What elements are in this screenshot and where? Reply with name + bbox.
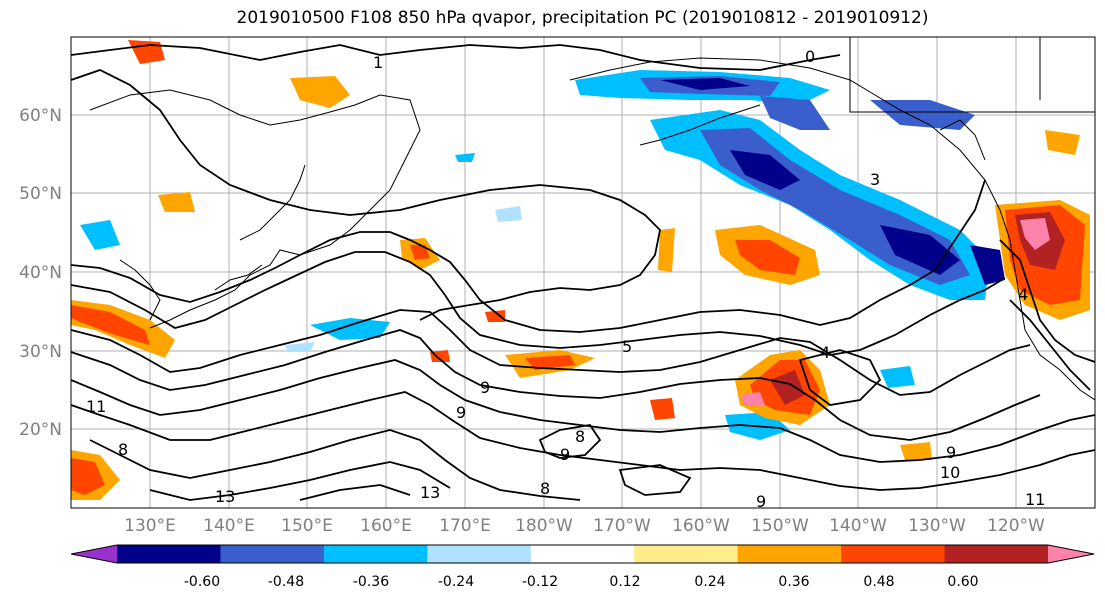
contour-label: 13	[420, 483, 440, 502]
contour-label: 4	[1018, 285, 1028, 304]
contour-label: 9	[946, 443, 956, 462]
contour-label: 0	[805, 47, 815, 66]
colorbar-segment	[323, 545, 428, 563]
map-frame	[70, 36, 1096, 509]
contour-label: 3	[870, 170, 880, 189]
lat-label: 60°N	[19, 106, 62, 126]
lon-label: 170°E	[439, 516, 491, 536]
contour-label: 11	[86, 397, 106, 416]
colorbar-tick-label: 0.12	[609, 574, 640, 590]
contour-label: 1	[373, 53, 383, 72]
lon-label: 120°W	[987, 516, 1045, 536]
lon-label: 160°W	[672, 516, 730, 536]
colorbar-tick-label: 0.48	[863, 574, 894, 590]
colorbar-tick-label: -0.60	[184, 574, 220, 590]
lon-label: 150°W	[751, 516, 809, 536]
colorbar-tick-labels: -0.60 -0.48 -0.36 -0.24 -0.12 0.12 0.24 …	[184, 574, 979, 590]
lat-label: 50°N	[19, 184, 62, 204]
lon-label: 160°E	[360, 516, 412, 536]
contour-label: 8	[118, 440, 128, 459]
colorbar-tick-label: 0.24	[694, 574, 725, 590]
colorbar-tick-label: -0.24	[438, 574, 474, 590]
colorbar-segment	[220, 545, 325, 563]
colorbar	[70, 544, 1095, 564]
contour-label: 11	[1025, 490, 1045, 509]
lon-label: 170°W	[593, 516, 651, 536]
map-title: 2019010500 F108 850 hPa qvapor, precipit…	[236, 8, 929, 28]
positive-anomaly-areas	[71, 40, 1090, 500]
colorbar-segment	[427, 545, 532, 563]
contour-label: 10	[940, 463, 960, 482]
colorbar-segment	[634, 545, 739, 563]
colorbar-outline	[70, 544, 1095, 564]
contour-label: 8	[575, 427, 585, 446]
contour-label: 9	[480, 378, 490, 397]
lon-label: 130°E	[124, 516, 176, 536]
colorbar-tick-label: -0.36	[353, 574, 389, 590]
contour-label: 8	[540, 479, 550, 498]
contour-label: 9	[456, 403, 466, 422]
colorbar-tick-label: 0.36	[778, 574, 809, 590]
contour-label-group: 0 3 4 5 9 9 8 9 13 13 11 8 9 10 9 8 11 4…	[86, 47, 1045, 511]
longitude-labels: 130°E 140°E 150°E 160°E 170°E 180°W 170°…	[124, 516, 1045, 536]
contour-label: 9	[756, 492, 766, 511]
colorbar-tick-label: -0.48	[268, 574, 304, 590]
colorbar-tick-label: 0.60	[947, 574, 978, 590]
colorbar-segment	[117, 545, 221, 563]
lat-label: 30°N	[19, 342, 62, 362]
colorbar-tick-label: -0.12	[522, 574, 558, 590]
colorbar-segment	[944, 545, 1049, 563]
lon-label: 130°W	[908, 516, 966, 536]
coastlines	[89, 37, 1095, 401]
lat-label: 40°N	[19, 263, 62, 283]
contour-label: 4	[820, 343, 830, 362]
lon-label: 140°E	[203, 516, 255, 536]
lat-label: 20°N	[19, 420, 62, 440]
contour-label: 13	[215, 487, 235, 506]
contour-label: 9	[560, 445, 570, 464]
contour-label: 5	[622, 337, 632, 356]
colorbar-segment	[737, 545, 842, 563]
lon-label: 150°E	[281, 516, 333, 536]
lon-label: 140°W	[829, 516, 887, 536]
colorbar-segment	[530, 545, 635, 563]
negative-anomaly-areas	[80, 70, 1005, 440]
latitude-labels: 60°N 50°N 40°N 30°N 20°N	[19, 106, 62, 440]
colorbar-extend-low	[71, 545, 117, 563]
colorbar-extend-high	[1048, 545, 1094, 563]
map-content	[71, 37, 1095, 508]
lon-label: 180°W	[515, 516, 573, 536]
colorbar-segment	[841, 545, 946, 563]
qvapor-contours	[71, 44, 1095, 501]
